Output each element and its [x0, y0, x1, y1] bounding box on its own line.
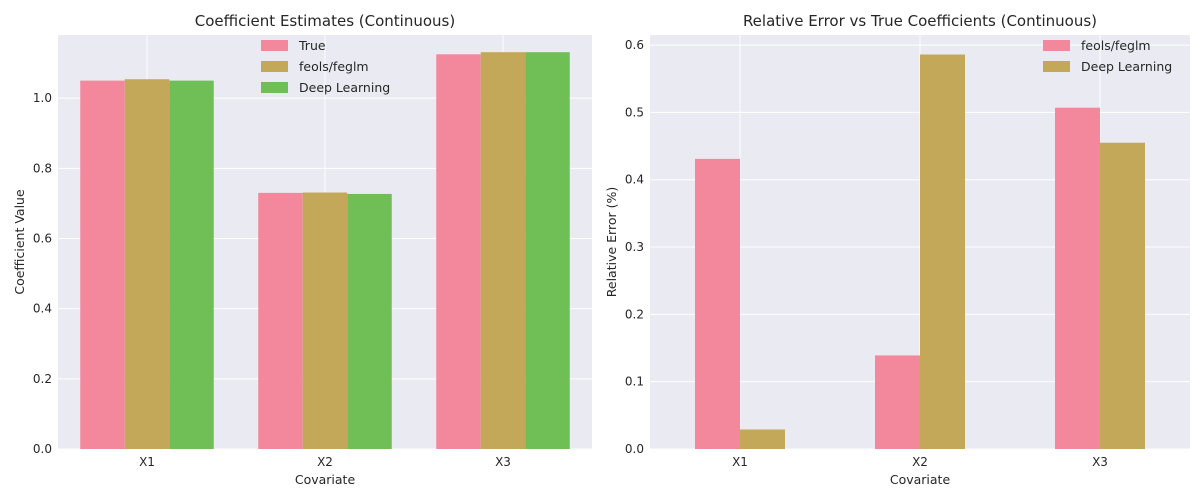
y-tick-label: 1.0	[33, 91, 52, 105]
y-tick-label: 0.5	[625, 105, 644, 119]
y-tick-label: 0.0	[33, 442, 52, 456]
bar-deep-learning-x2	[920, 54, 965, 450]
y-axis-label: Coefficient Value	[12, 189, 27, 295]
bar-feols-feglm-x2	[302, 192, 348, 449]
bar-deep-learning-x1	[740, 429, 785, 449]
bar-true-x3	[436, 54, 481, 450]
y-tick-label: 0.1	[625, 375, 644, 389]
legend-label: feols/feglm	[299, 59, 369, 74]
legend-swatch	[261, 82, 288, 93]
y-tick-label: 0.2	[33, 372, 52, 386]
bars	[695, 54, 1145, 450]
bar-deep-learning-x3	[1100, 142, 1145, 449]
legend: True feols/feglm Deep Learning	[261, 38, 390, 95]
legend-swatch	[1043, 40, 1070, 51]
bar-feols-feglm-x3	[480, 52, 526, 449]
y-tick-label: 0.6	[625, 38, 644, 52]
x-tick-label: X2	[317, 455, 333, 469]
bar-feols-feglm-x1	[124, 79, 170, 449]
x-axis-label: Covariate	[295, 472, 356, 487]
y-tick-label: 0.4	[625, 173, 644, 187]
legend: feols/feglm Deep Learning	[1043, 38, 1172, 74]
y-tick-label: 0.6	[33, 231, 52, 245]
bar-feols-feglm-x2	[875, 355, 920, 449]
x-tick-labels: X1 X2 X3	[732, 455, 1108, 469]
x-tick-label: X3	[495, 455, 511, 469]
y-tick-label: 0.0	[625, 442, 644, 456]
x-tick-label: X3	[1092, 455, 1108, 469]
legend-swatch	[261, 61, 288, 72]
x-tick-label: X2	[912, 455, 928, 469]
bars	[80, 52, 570, 450]
legend-swatch	[1043, 61, 1070, 72]
bar-deep-learning-x3	[525, 52, 570, 449]
y-tick-labels: 0.0 0.2 0.4 0.6 0.8 1.0	[33, 91, 52, 456]
y-axis-label: Relative Error (%)	[604, 187, 619, 297]
x-tick-label: X1	[732, 455, 748, 469]
bar-true-x1	[80, 80, 125, 449]
bar-feols-feglm-x3	[1055, 107, 1100, 449]
legend-label: Deep Learning	[299, 80, 390, 95]
bar-deep-learning-x1	[169, 80, 214, 449]
legend-label: feols/feglm	[1081, 38, 1151, 53]
y-tick-label: 0.3	[625, 240, 644, 254]
y-tick-label: 0.4	[33, 302, 52, 316]
x-axis-label: Covariate	[890, 472, 951, 487]
x-tick-labels: X1 X2 X3	[139, 455, 511, 469]
bar-deep-learning-x2	[347, 193, 392, 449]
y-tick-labels: 0.0 0.1 0.2 0.3 0.4 0.5 0.6	[625, 38, 644, 456]
relative-error-chart: X1 X2 X3 0.0 0.1 0.2 0.3 0.4 0.5 0.6 Relative Er…	[604, 12, 1190, 487]
legend-swatch	[261, 40, 288, 51]
x-tick-label: X1	[139, 455, 155, 469]
chart-title: Coefficient Estimates (Continuous)	[195, 12, 455, 30]
legend-label: True	[298, 38, 326, 53]
y-tick-label: 0.8	[33, 161, 52, 175]
bar-true-x2	[258, 192, 303, 450]
bar-feols-feglm-x1	[695, 158, 740, 450]
y-tick-label: 0.2	[625, 307, 644, 321]
chart-title: Relative Error vs True Coefficients (Con…	[743, 12, 1097, 30]
coefficient-estimates-chart: X1 X2 X3 0.0 0.2 0.4 0.6 0.8 1.0 Coefficient Es…	[12, 12, 592, 487]
legend-label: Deep Learning	[1081, 59, 1172, 74]
